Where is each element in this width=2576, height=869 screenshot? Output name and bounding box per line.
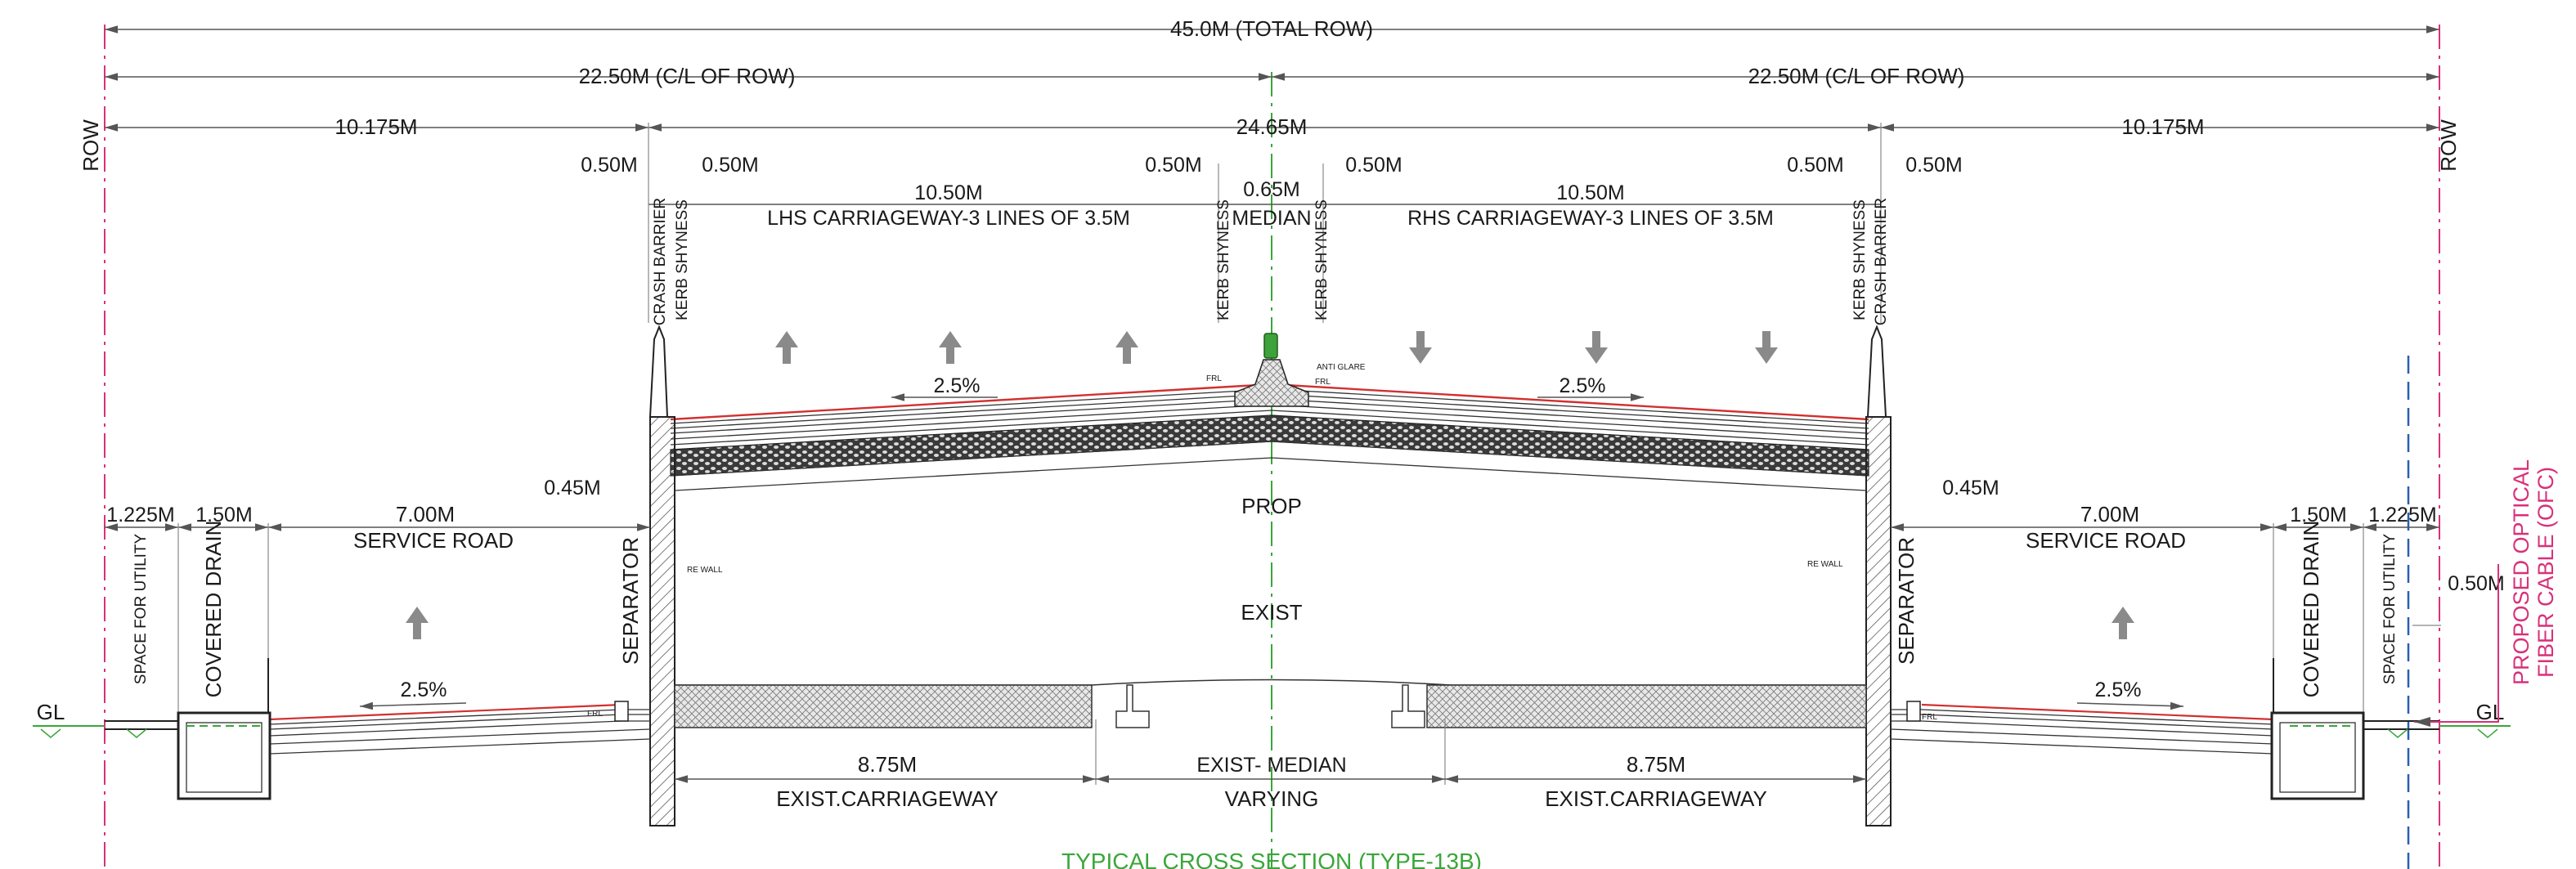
exist-carriageway-left: [674, 684, 1093, 728]
kerb-shyness-left: KERB SHYNESS: [674, 199, 691, 320]
side-right-width: 10.175M: [2121, 114, 2204, 139]
ground-symbol-right: [2387, 728, 2498, 738]
ofc-line1: PROPOSED OPTICAL: [2509, 459, 2533, 685]
slope-service-right: 2.5%: [2095, 679, 2142, 701]
anti-glare-icon: [1263, 333, 1278, 359]
service-left: 7.00M: [396, 502, 455, 526]
median-kerb: ANTI GLARE FRL FRL: [1206, 333, 1366, 407]
sep-width-left: 0.45M: [544, 477, 600, 499]
gl-right: GL: [2476, 700, 2505, 724]
anti-glare-label: ANTI GLARE: [1317, 363, 1366, 372]
kerb-shyness-median-left: KERB SHYNESS: [1215, 199, 1232, 320]
median-shy-right: 0.50M: [1345, 154, 1402, 177]
arrow-down-icon: [1585, 331, 1608, 364]
barrier-right-a: 0.50M: [1787, 154, 1843, 177]
ofc-line2: FIBER CABLE (OFC): [2533, 467, 2558, 678]
traffic-arrows: [406, 331, 2134, 639]
barrier-right-b: 0.50M: [1905, 154, 1962, 177]
utility-left: 1.225M: [106, 504, 174, 526]
service-road-right: SERVICE ROAD: [2026, 528, 2186, 553]
frl-median-left: FRL: [1206, 374, 1222, 383]
center-width: 24.65M: [1236, 114, 1308, 139]
crash-barrier-left: CRASH BARRIER: [652, 198, 669, 325]
varying: VARYING: [1225, 786, 1319, 811]
median-label: MEDIAN: [1232, 207, 1311, 230]
space-utility-left: SPACE FOR UTILITY: [132, 533, 150, 684]
exist-cw-right: EXIST.CARRIAGEWAY: [1545, 786, 1767, 811]
frl-left: FRL: [587, 710, 603, 719]
service-road-left-pavement: [269, 701, 651, 755]
arrow-down-icon: [1409, 331, 1432, 364]
exist-label: EXIST: [1241, 600, 1302, 625]
arrow-down-icon: [1755, 331, 1778, 364]
kerb-shyness-median-right: KERB SHYNESS: [1313, 199, 1331, 320]
barrier-left-a: 0.50M: [581, 154, 637, 177]
crash-barrier-right: CRASH BARRIER: [1873, 198, 1890, 325]
half-row-left-label: 22.50M (C/L OF ROW): [579, 64, 796, 88]
arrow-up-icon: [775, 331, 798, 364]
re-wall-right: [1865, 416, 1892, 826]
arrow-up-icon: [406, 607, 429, 639]
slope-lhs: 2.5%: [934, 374, 981, 397]
slope-service-left: 2.5%: [401, 679, 447, 701]
re-wall-left-label: RE WALL: [687, 566, 723, 575]
prop-label: PROP: [1241, 494, 1302, 518]
exist-cw-left: EXIST.CARRIAGEWAY: [776, 786, 999, 811]
side-left-width: 10.175M: [334, 114, 417, 139]
sep-width-right: 0.45M: [1942, 477, 1999, 499]
re-wall-left: [649, 416, 675, 826]
lhs-width: 10.50M: [914, 181, 982, 204]
drawing-title: TYPICAL CROSS SECTION (TYPE-13B): [1061, 849, 1482, 869]
gl-left: GL: [37, 700, 65, 724]
median-width: 0.65M: [1243, 178, 1299, 201]
median-shy-left: 0.50M: [1145, 154, 1201, 177]
service-road-left: SERVICE ROAD: [353, 528, 514, 553]
slope-rhs: 2.5%: [1560, 374, 1606, 397]
arrow-up-icon: [1115, 331, 1138, 364]
lhs-carriageway-label: LHS CARRIAGEWAY-3 LINES OF 3.5M: [767, 207, 1130, 230]
covered-drain-left-shape: [177, 658, 272, 800]
space-utility-right: SPACE FOR UTILITY: [2381, 533, 2399, 684]
row-left-label: ROW: [79, 119, 103, 172]
arrow-up-icon: [939, 331, 962, 364]
exist-median: EXIST- MEDIAN: [1196, 754, 1346, 777]
exist-cw-left-width: 8.75M: [858, 752, 917, 777]
kerb-shyness-right: KERB SHYNESS: [1851, 199, 1869, 320]
rhs-carriageway-label: RHS CARRIAGEWAY-3 LINES OF 3.5M: [1407, 207, 1774, 230]
total-row-label: 45.0M (TOTAL ROW): [1170, 16, 1373, 41]
covered-drain-left: COVERED DRAIN: [201, 521, 226, 698]
ground-symbol-left: [40, 728, 147, 738]
drain-right: 1.50M: [2290, 504, 2346, 526]
covered-drain-right: COVERED DRAIN: [2299, 521, 2323, 698]
separator-right: SEPARATOR: [1894, 537, 1919, 665]
re-wall-right-label: RE WALL: [1807, 560, 1843, 569]
separator-left: SEPARATOR: [618, 537, 643, 665]
row-right-label: ROW: [2436, 119, 2461, 172]
half-row-right-label: 22.50M (C/L OF ROW): [1748, 64, 1965, 88]
frl-right: FRL: [1922, 713, 1937, 722]
drain-left: 1.50M: [195, 504, 252, 526]
exist-cw-right-width: 8.75M: [1627, 752, 1685, 777]
arrow-up-icon: [2112, 607, 2134, 639]
crash-barrier-left-shape: [648, 325, 669, 418]
service-road-right-pavement: [1890, 701, 2274, 755]
barrier-left-b: 0.50M: [702, 154, 758, 177]
crash-barrier-right-shape: [1866, 325, 1887, 418]
exist-carriageway-right: [1426, 684, 1867, 728]
frl-median-right: FRL: [1315, 378, 1331, 387]
utility-right: 1.225M: [2368, 504, 2436, 526]
rhs-width: 10.50M: [1556, 181, 1624, 204]
service-right: 7.00M: [2080, 502, 2139, 526]
ofc-offset: 0.50M: [2448, 572, 2504, 595]
covered-drain-right-shape: [2270, 658, 2365, 800]
